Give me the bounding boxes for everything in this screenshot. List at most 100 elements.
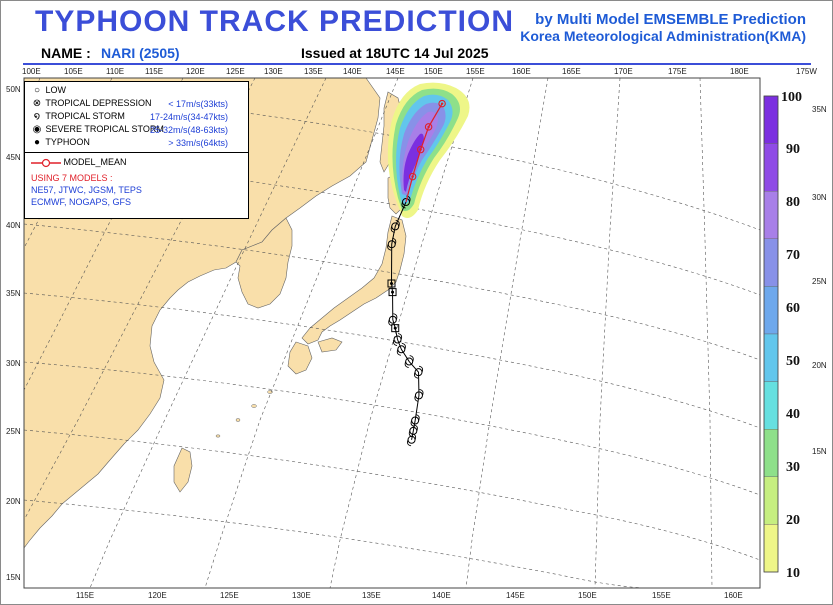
colorbar-segment bbox=[763, 429, 779, 478]
legend-using-models: USING 7 MODELS : bbox=[31, 173, 113, 183]
legend-label: SEVERE TROPICAL STORM bbox=[45, 124, 164, 134]
tropical-depression-icon: ⊗ bbox=[32, 98, 42, 109]
lon-label: 145E bbox=[386, 67, 405, 76]
land-taiwan bbox=[173, 447, 193, 493]
lon-label: 155E bbox=[652, 591, 671, 600]
header-divider bbox=[23, 63, 811, 65]
legend-models-line1: NE57, JTWC, JGSM, TEPS bbox=[31, 185, 142, 195]
lat-label: 30N bbox=[812, 193, 827, 202]
observed-track-point bbox=[388, 288, 397, 297]
colorbar-segment bbox=[763, 143, 779, 192]
low-circle-icon: ○ bbox=[33, 85, 41, 96]
colorbar-tick: 10 bbox=[786, 566, 800, 581]
map-border bbox=[23, 77, 761, 589]
forecast-mean-point bbox=[408, 172, 417, 181]
colorbar-tick: 20 bbox=[786, 513, 800, 528]
typhoon-icon: ● bbox=[33, 137, 41, 148]
lat-label: 20N bbox=[6, 497, 21, 506]
lat-label: 15N bbox=[812, 447, 827, 456]
legend-item-td: ⊗ TROPICAL DEPRESSION bbox=[31, 98, 241, 109]
land-korea bbox=[235, 217, 293, 309]
colorbar-segment bbox=[763, 333, 779, 382]
probability-colorbar bbox=[763, 95, 779, 573]
legend-divider bbox=[25, 152, 248, 153]
lon-label: 155E bbox=[466, 67, 485, 76]
forecast-mean-point bbox=[416, 145, 425, 154]
lon-label: 125E bbox=[220, 591, 239, 600]
storm-name-label: NAME : bbox=[41, 45, 91, 61]
legend-value: 25-32m/s(48-63kts) bbox=[149, 125, 228, 135]
lat-label: 30N bbox=[6, 359, 21, 368]
lat-label: 25N bbox=[6, 427, 21, 436]
lon-label: 170E bbox=[614, 67, 633, 76]
colorbar-segment bbox=[763, 238, 779, 287]
legend-model-mean: MODEL_MEAN bbox=[31, 157, 127, 168]
lon-label: 130E bbox=[264, 67, 283, 76]
colorbar-segment bbox=[763, 190, 779, 239]
colorbar-tick-labels: 100 90 80 70 60 50 40 30 20 10 bbox=[781, 90, 802, 581]
legend-models-line2: ECMWF, NOGAPS, GFS bbox=[31, 197, 132, 207]
forecast-mean-point bbox=[438, 99, 446, 108]
lon-label: 135E bbox=[362, 591, 381, 600]
colorbar-tick: 60 bbox=[786, 301, 800, 316]
lat-label: 25N bbox=[812, 277, 827, 286]
bottom-longitude-labels: 115E 120E 125E 130E 135E 140E 145E 150E … bbox=[76, 591, 743, 600]
lon-label: 160E bbox=[724, 591, 743, 600]
model-mean-line-icon bbox=[31, 158, 61, 167]
issued-time: Issued at 18UTC 14 Jul 2025 bbox=[301, 45, 489, 61]
observed-track-point bbox=[393, 333, 403, 346]
lat-label: 40N bbox=[6, 221, 21, 230]
land-ryukyu-islands bbox=[215, 390, 273, 438]
legend-label: LOW bbox=[45, 85, 67, 95]
lon-label: 145E bbox=[506, 591, 525, 600]
lon-label: 115E bbox=[76, 591, 94, 600]
land-honshu bbox=[301, 215, 407, 345]
lon-label: 125E bbox=[226, 67, 245, 76]
colorbar-tick: 30 bbox=[786, 460, 800, 475]
land-kyushu bbox=[287, 341, 313, 375]
colorbar-segment bbox=[763, 476, 779, 525]
left-latitude-labels: 50N 45N 40N 35N 30N 25N 20N 15N bbox=[6, 85, 21, 582]
colorbar-tick: 70 bbox=[786, 248, 800, 263]
observed-track-point bbox=[396, 342, 406, 356]
lon-label: 140E bbox=[343, 67, 362, 76]
top-longitude-labels: 100E 105E 110E 115E 120E 125E 130E 135E … bbox=[22, 67, 817, 76]
forecast-mean-point bbox=[424, 123, 433, 131]
lon-label: 130E bbox=[292, 591, 311, 600]
page-title: TYPHOON TRACK PREDICTION bbox=[35, 5, 515, 38]
observed-track-point bbox=[404, 355, 414, 368]
legend: ○ LOW ⊗ TROPICAL DEPRESSION < 17m/s(33kt… bbox=[24, 81, 249, 219]
observed-track-point bbox=[390, 219, 400, 233]
lon-label: 180E bbox=[730, 67, 749, 76]
legend-value: < 17m/s(33kts) bbox=[168, 99, 228, 109]
colorbar-segment bbox=[763, 286, 779, 335]
lon-label: 175W bbox=[796, 67, 817, 76]
subtitle-agency: Korea Meteorological Administration(KMA) bbox=[520, 28, 806, 44]
observed-track-point bbox=[387, 237, 397, 251]
legend-item-typhoon: ● TYPHOON bbox=[31, 137, 90, 148]
severe-tropical-storm-icon: ◉ bbox=[32, 124, 42, 135]
legend-item-sts: ◉ SEVERE TROPICAL STORM bbox=[31, 124, 164, 135]
colorbar-tick: 100 bbox=[781, 90, 802, 105]
subtitle-model: by Multi Model EMSEMBLE Prediction bbox=[535, 11, 806, 28]
colorbar-segment bbox=[763, 95, 779, 144]
lat-label: 45N bbox=[6, 153, 21, 162]
colorbar-tick: 80 bbox=[786, 195, 800, 210]
lon-label: 150E bbox=[424, 67, 443, 76]
legend-label: TROPICAL STORM bbox=[45, 111, 125, 121]
legend-value: > 33m/s(64kts) bbox=[168, 138, 228, 148]
legend-label: TROPICAL DEPRESSION bbox=[45, 98, 152, 108]
lon-label: 175E bbox=[668, 67, 687, 76]
legend-label: MODEL_MEAN bbox=[63, 157, 127, 167]
lon-label: 160E bbox=[512, 67, 531, 76]
legend-label: TYPHOON bbox=[45, 137, 90, 147]
lon-label: 140E bbox=[432, 591, 451, 600]
observed-track-point bbox=[410, 414, 420, 427]
observed-track-line bbox=[390, 201, 420, 440]
tropical-storm-icon: ໑ bbox=[33, 111, 41, 122]
colorbar-segment bbox=[763, 381, 779, 430]
observed-track-point bbox=[414, 388, 424, 402]
lon-label: 110E bbox=[106, 67, 124, 76]
right-latitude-labels: 35N 30N 25N 20N 15N bbox=[812, 105, 827, 456]
lon-label: 165E bbox=[562, 67, 581, 76]
